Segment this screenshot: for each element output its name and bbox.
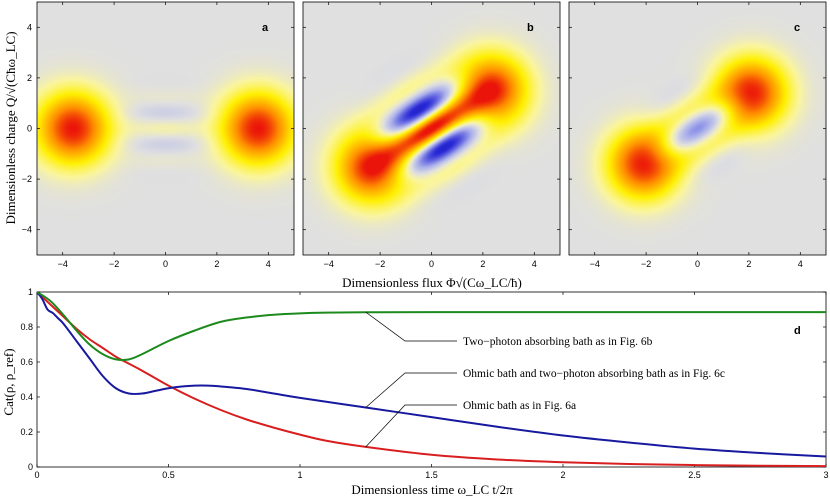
x-tick-label: 0 [429, 259, 434, 269]
x-tick-label: 3 [823, 470, 828, 480]
x-tick-label: −2 [641, 259, 651, 269]
x-tick-label: 1 [297, 470, 302, 480]
wigner-map-a [37, 2, 294, 255]
panel-d-y-axis-label: Cat(ρ, ρ_ref) [1, 348, 16, 415]
panel-d-annotations: Two−photon absorbing bath as in Fig. 6b O… [365, 311, 725, 448]
y-tick-label: 2 [27, 73, 32, 83]
y-tick-label: 0.6 [20, 357, 33, 367]
panel-c-ticks: −4 −2 0 2 4 [569, 2, 826, 269]
y-tick-label: 0.2 [20, 427, 33, 437]
panel-a-label: a [262, 22, 269, 34]
x-tick-label: 0 [163, 259, 168, 269]
y-tick-label: 1 [28, 287, 33, 297]
panel-a: −4 −2 0 2 4 4 2 0 −2 −4 a [22, 1, 295, 269]
y-tick-label: 4 [27, 22, 32, 32]
series-line-1 [37, 292, 826, 458]
panel-b: −4 −2 0 2 4 b [302, 1, 561, 269]
series-line-2 [37, 292, 826, 362]
panel-c: −4 −2 0 2 4 c [568, 1, 827, 269]
panel-d: 0 0.5 1 1.5 2 2.5 3 0 0.2 0.4 0.6 0.8 1 Two−photon a… [1, 287, 829, 497]
x-tick-label: 0 [34, 470, 39, 480]
annotation-leader [365, 311, 457, 342]
panel-b-ticks: −4 −2 0 2 4 [303, 2, 560, 269]
x-tick-label: 4 [266, 259, 271, 269]
y-tick-label: 0.4 [20, 392, 33, 402]
top-y-axis-label: Dimensionless charge Q/√(Cħω_LC) [3, 31, 18, 224]
annotation-leader [365, 372, 457, 408]
panel-d-ticks: 0 0.5 1 1.5 2 2.5 3 0 0.2 0.4 0.6 0.8 1 [20, 287, 828, 480]
annotation-label: Ohmic bath as in Fig. 6a [463, 400, 576, 412]
panel-a-ticks: −4 −2 0 2 4 4 2 0 −2 −4 [22, 2, 294, 269]
x-tick-label: 0 [695, 259, 700, 269]
x-tick-label: 0.5 [162, 470, 175, 480]
wigner-map-b [303, 2, 560, 255]
annotation-label: Two−photon absorbing bath as in Fig. 6b [463, 336, 653, 348]
y-tick-label: −2 [22, 174, 32, 184]
annotation-leader [365, 404, 457, 448]
x-tick-label: 2.5 [688, 470, 701, 480]
x-tick-label: 2 [480, 259, 485, 269]
x-tick-label: 2 [214, 259, 219, 269]
series-line-0 [37, 292, 826, 467]
x-tick-label: 1.5 [425, 470, 438, 480]
y-tick-label: 0.8 [20, 322, 33, 332]
y-tick-label: 0 [28, 462, 33, 472]
x-tick-label: −2 [109, 259, 119, 269]
x-tick-label: −4 [590, 259, 600, 269]
panel-d-x-axis-label: Dimensionless time ω_LC t/2π [351, 482, 513, 497]
top-x-axis-label: Dimensionless flux Φ√(Cω_LC/ħ) [342, 275, 522, 290]
wigner-map-c [569, 2, 826, 255]
annotation-label: Ohmic bath and two−photon absorbing bath… [463, 368, 725, 380]
panel-b-label: b [527, 22, 534, 34]
y-tick-label: −4 [22, 225, 32, 235]
panel-d-label: d [794, 325, 801, 337]
panel-c-label: c [794, 22, 800, 34]
y-tick-label: 0 [27, 124, 32, 134]
x-tick-label: 4 [798, 259, 803, 269]
x-tick-label: −4 [324, 259, 334, 269]
x-tick-label: −4 [58, 259, 68, 269]
x-tick-label: 2 [560, 470, 565, 480]
panel-d-series [37, 292, 826, 467]
x-tick-label: 2 [746, 259, 751, 269]
x-tick-label: 4 [532, 259, 537, 269]
x-tick-label: −2 [375, 259, 385, 269]
